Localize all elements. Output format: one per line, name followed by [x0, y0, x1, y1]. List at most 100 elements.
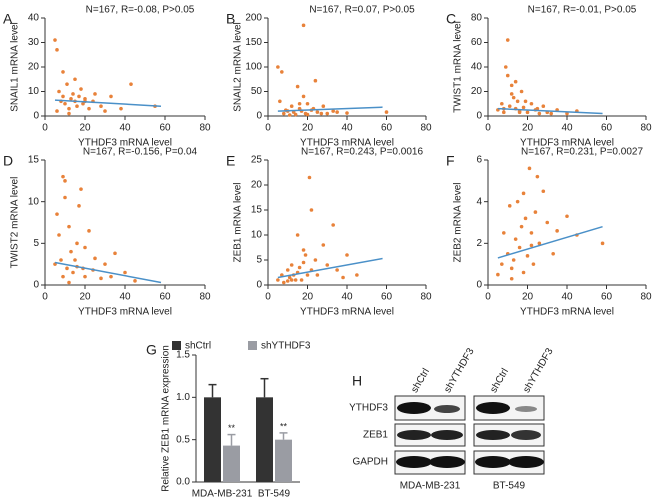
- point: [81, 101, 85, 106]
- x-axis-label: YTHDF3 mRNA level: [78, 307, 172, 318]
- y-tick-label: 20: [471, 86, 483, 97]
- band: [429, 456, 465, 468]
- point: [57, 89, 61, 94]
- annotation: **: [228, 423, 236, 433]
- point: [500, 101, 504, 106]
- point: [87, 106, 91, 111]
- point: [276, 65, 280, 69]
- point: [61, 174, 65, 179]
- legend-label: shCtrl: [185, 341, 211, 352]
- chart-title: N=167, R=-0.08, P>0.05: [86, 5, 195, 16]
- point: [285, 279, 290, 283]
- point: [309, 208, 314, 212]
- point: [509, 276, 514, 281]
- point: [313, 258, 318, 262]
- x-tick-label: MDA-MB-231: [192, 489, 253, 500]
- row-label: ZEB1: [363, 430, 388, 441]
- y-tick-label: 200: [245, 13, 262, 24]
- bar: [275, 439, 292, 482]
- point: [59, 258, 63, 262]
- point: [63, 195, 67, 200]
- y-tick-label: 0: [256, 280, 262, 291]
- x-tick-label: 20: [522, 292, 534, 303]
- point: [527, 166, 532, 171]
- x-tick-label: 80: [199, 292, 211, 303]
- point: [355, 273, 359, 277]
- trend-line: [277, 257, 383, 279]
- point: [69, 97, 73, 101]
- y-tick-label: 0: [256, 111, 262, 122]
- point: [93, 256, 97, 261]
- point: [313, 78, 318, 83]
- point: [71, 270, 75, 275]
- x-tick-label: 0: [265, 292, 271, 303]
- x-tick-label: 40: [119, 292, 131, 303]
- point: [517, 110, 522, 115]
- point: [321, 104, 326, 108]
- y-tick-label: 1.0: [176, 392, 190, 403]
- y-tick-label: 40: [471, 62, 483, 73]
- point: [295, 84, 300, 89]
- point: [133, 279, 137, 283]
- point: [67, 224, 71, 229]
- point: [529, 231, 534, 235]
- point: [301, 94, 306, 99]
- point: [280, 70, 284, 74]
- x-tick-label: 40: [561, 292, 573, 303]
- point: [123, 270, 127, 275]
- point: [335, 268, 339, 272]
- point: [331, 223, 335, 227]
- point: [293, 278, 298, 282]
- point: [77, 204, 81, 208]
- y-tick-label: 0.5: [176, 434, 190, 445]
- point: [541, 189, 546, 194]
- point: [83, 274, 87, 279]
- point: [509, 83, 514, 88]
- point: [529, 243, 534, 248]
- point: [103, 109, 107, 113]
- lane-label: shCtrl: [488, 367, 511, 395]
- point: [565, 214, 569, 219]
- point: [531, 262, 536, 266]
- x-tick-label: 40: [341, 292, 353, 303]
- y-axis-label: ZEB2 mRNA level: [453, 182, 464, 262]
- group-label: BT-549: [493, 481, 526, 492]
- x-tick-label: BT-549: [258, 489, 291, 500]
- x-axis-label: YTHDF3 mRNA level: [78, 138, 172, 149]
- y-tick-label: 10: [28, 196, 40, 207]
- point: [93, 92, 97, 96]
- y-tick-label: 15: [28, 155, 40, 166]
- trend-line: [54, 261, 162, 284]
- x-tick-label: 60: [159, 123, 171, 134]
- point: [285, 268, 290, 272]
- y-tick-label: 15: [251, 205, 263, 216]
- point: [83, 245, 87, 250]
- chart-title: N=167, R=0.243, P=0.0016: [301, 147, 423, 158]
- panel-label: H: [352, 373, 362, 389]
- point: [533, 210, 538, 214]
- band: [431, 430, 463, 440]
- point: [109, 94, 113, 99]
- chart-title: N=167, R=0.07, P>0.05: [309, 5, 415, 16]
- point: [505, 73, 510, 78]
- point: [87, 229, 91, 233]
- y-tick-label: 100: [245, 62, 262, 73]
- point: [99, 104, 103, 108]
- point: [307, 175, 312, 180]
- x-tick-label: 60: [381, 292, 393, 303]
- x-tick-label: 0: [485, 123, 491, 134]
- legend-swatch: [248, 341, 257, 350]
- point: [509, 92, 514, 96]
- point: [519, 224, 524, 229]
- point: [315, 110, 320, 114]
- point: [301, 248, 306, 252]
- point: [53, 38, 57, 42]
- y-tick-label: 4: [476, 196, 482, 207]
- point: [537, 111, 542, 116]
- y-tick-label: 30: [28, 37, 40, 48]
- y-tick-label: 80: [471, 13, 483, 24]
- point: [77, 94, 81, 99]
- x-tick-label: 80: [640, 123, 652, 134]
- point: [61, 94, 65, 99]
- panel-label: B: [226, 11, 235, 27]
